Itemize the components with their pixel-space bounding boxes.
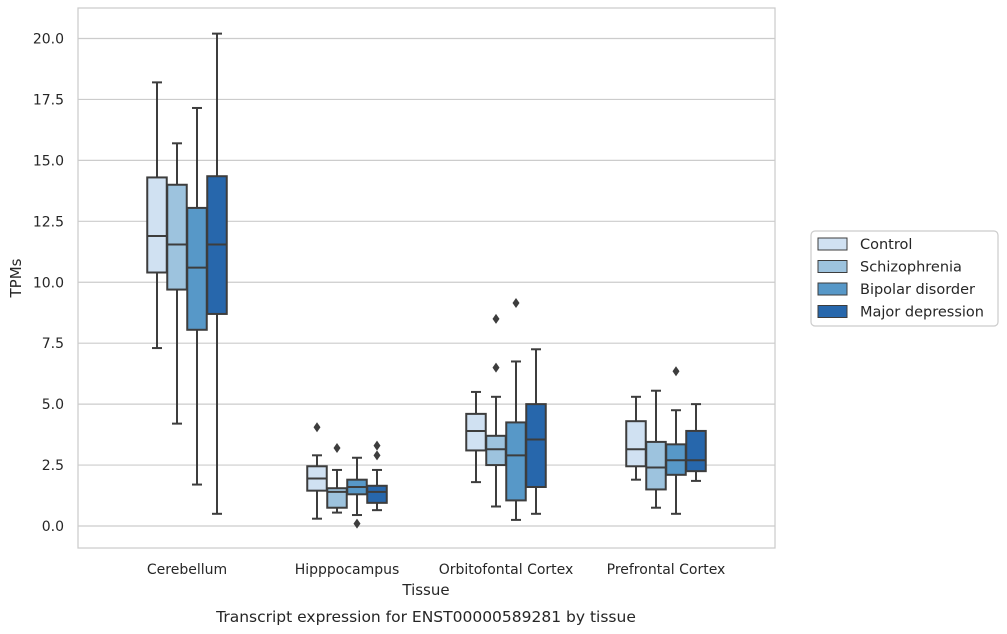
box-major-depression xyxy=(206,32,228,515)
boxes xyxy=(146,32,707,529)
box-major-depression xyxy=(685,403,707,482)
x-tick-labels: Cerebellum Hipppocampus Orbitofontal Corte… xyxy=(147,562,725,578)
box-schizophrenia xyxy=(166,142,188,425)
box-iqr xyxy=(366,484,388,504)
x-tick-label: Prefrontal Cortex xyxy=(607,562,726,578)
box-iqr xyxy=(326,487,348,509)
legend-swatch xyxy=(817,260,848,273)
x-tick-label: Orbitofontal Cortex xyxy=(439,562,574,578)
legend-frame xyxy=(810,230,999,327)
outlier-point xyxy=(353,518,361,529)
outlier-point xyxy=(373,450,381,461)
y-tick-label: 5.0 xyxy=(42,397,64,413)
box-iqr xyxy=(465,412,487,452)
legend-label: Bipolar disorder xyxy=(860,282,975,298)
y-tick-label: 7.5 xyxy=(42,336,64,352)
outlier-point xyxy=(373,440,381,451)
box-major-depression xyxy=(525,348,547,515)
box-bipolar-disorder xyxy=(186,106,208,486)
box-iqr xyxy=(186,206,208,331)
legend-label: Major depression xyxy=(860,305,984,321)
box-iqr xyxy=(525,403,547,488)
legend: Control Schizophrenia Bipolar disorder Majo… xyxy=(810,230,999,327)
legend-label: Schizophrenia xyxy=(860,260,962,276)
x-axis-title: Tissue xyxy=(401,581,449,599)
legend-swatch xyxy=(817,237,848,251)
box-schizophrenia xyxy=(645,389,667,509)
box-schizophrenia xyxy=(485,313,507,508)
box-control xyxy=(625,395,647,481)
y-axis-title: TPMs xyxy=(7,258,25,298)
box-iqr xyxy=(166,183,188,291)
box-bipolar-disorder xyxy=(346,456,368,529)
chart-caption: Transcript expression for ENST0000058928… xyxy=(215,608,636,626)
box-iqr xyxy=(505,421,527,502)
box-iqr xyxy=(645,440,667,491)
outlier-point xyxy=(672,366,680,377)
outlier-point xyxy=(333,443,341,453)
y-tick-label: 2.5 xyxy=(42,458,64,474)
legend-label: Control xyxy=(860,237,912,253)
box-control xyxy=(465,390,487,484)
outlier-point xyxy=(492,313,500,324)
box-schizophrenia xyxy=(326,443,348,514)
y-tick-label: 12.5 xyxy=(33,214,64,230)
legend-swatch xyxy=(817,305,848,318)
box-iqr xyxy=(485,434,507,467)
box-control xyxy=(146,81,168,350)
plot-area-frame xyxy=(77,7,776,549)
box-control xyxy=(306,422,328,520)
y-tick-labels: 0.0 2.5 5.0 7.5 10.0 12.5 15.0 17.5 20.0 xyxy=(33,32,64,536)
legend-swatch xyxy=(817,282,848,296)
box-iqr xyxy=(625,420,647,468)
outlier-point xyxy=(492,362,500,373)
y-tick-label: 15.0 xyxy=(33,153,64,169)
box-major-depression xyxy=(366,440,388,512)
outlier-point xyxy=(512,297,520,308)
box-iqr xyxy=(146,176,168,274)
box-bipolar-disorder xyxy=(505,297,527,521)
y-tick-label: 20.0 xyxy=(33,32,64,48)
y-tick-label: 10.0 xyxy=(33,275,64,291)
box-bipolar-disorder xyxy=(665,366,687,515)
outlier-point xyxy=(313,422,321,433)
box-iqr xyxy=(685,429,707,473)
x-tick-label: Cerebellum xyxy=(147,562,227,578)
y-tick-label: 17.5 xyxy=(33,92,64,108)
x-tick-label: Hipppocampus xyxy=(295,562,400,578)
y-tick-label: 0.0 xyxy=(42,519,64,535)
